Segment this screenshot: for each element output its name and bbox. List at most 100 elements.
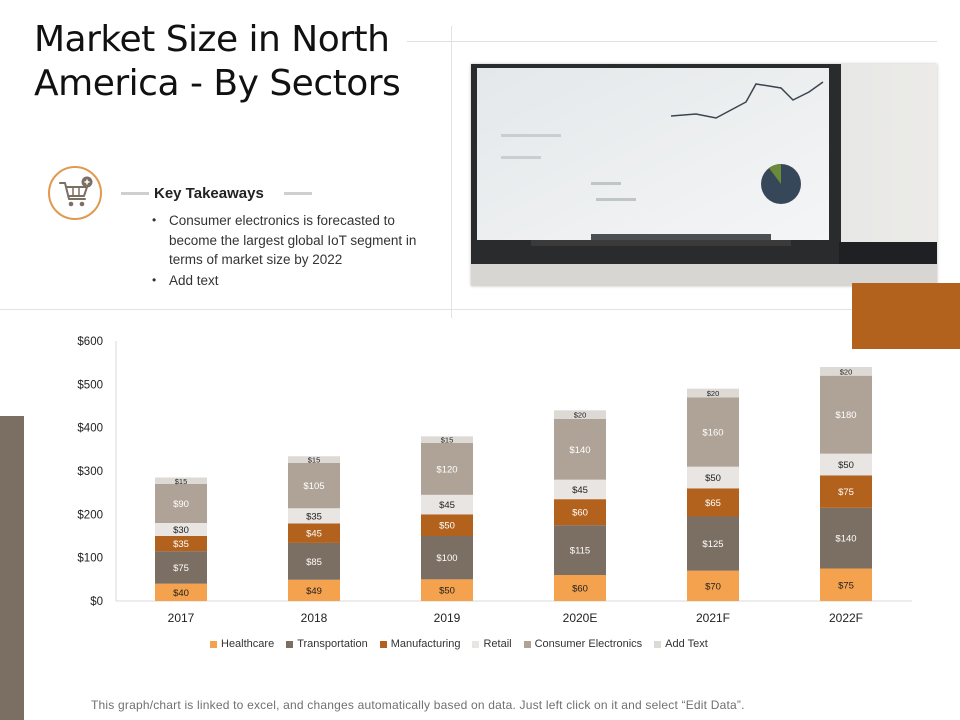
data-label: $15 — [441, 436, 454, 445]
data-label: $105 — [303, 481, 324, 492]
bar-segment — [820, 453, 872, 476]
vertical-divider — [451, 26, 452, 318]
data-label: $15 — [308, 456, 321, 465]
legend-swatch — [472, 640, 480, 648]
stacked-bar-chart: $0 $100 $200 $300 $400 $500 $600 $40 $75 $35 $30 $9… — [77, 336, 912, 625]
x-tick-label: 2019 — [434, 611, 461, 625]
data-label: $15 — [175, 477, 188, 486]
shopping-cart-add-icon — [59, 176, 93, 207]
y-tick-label: $300 — [77, 466, 103, 478]
takeaway-bullet: Consumer electronics is forecasted to be… — [150, 211, 435, 270]
data-label: $49 — [306, 586, 322, 597]
bar-segment — [554, 575, 606, 601]
data-label: $50 — [439, 521, 455, 532]
data-label: $100 — [436, 553, 457, 564]
legend-swatch — [379, 640, 387, 648]
legend-label: Consumer Electronics — [534, 638, 643, 650]
data-label: $20 — [840, 367, 853, 376]
data-label: $75 — [173, 563, 189, 574]
x-tick-label: 2022F — [829, 611, 863, 625]
legend-swatch — [654, 640, 662, 648]
takeaways-list: Consumer electronics is forecasted to be… — [150, 211, 435, 290]
data-label: $20 — [707, 389, 720, 398]
bar-segment — [421, 436, 473, 443]
data-label: $45 — [572, 485, 588, 496]
data-label: $85 — [306, 557, 322, 568]
data-label: $50 — [439, 586, 455, 597]
accent-square — [852, 283, 960, 349]
x-tick-label: 2017 — [168, 611, 195, 625]
bar-segment — [288, 542, 340, 580]
legend-swatch — [286, 640, 294, 648]
legend-label: Transportation — [297, 638, 368, 650]
data-label: $120 — [436, 464, 457, 475]
takeaways-heading: Key Takeaways — [154, 185, 264, 202]
bar-segment — [288, 508, 340, 524]
x-tick-label: 2018 — [301, 611, 328, 625]
data-label: $140 — [569, 445, 590, 456]
data-label: $140 — [835, 534, 856, 545]
y-tick-label: $100 — [77, 553, 103, 565]
legend-item: Transportation — [286, 638, 368, 650]
data-label: $45 — [439, 500, 455, 511]
data-label: $60 — [572, 508, 588, 519]
left-accent-bar — [0, 416, 24, 720]
bar-segment — [554, 525, 606, 575]
legend-label: Healthcare — [221, 638, 275, 650]
bar-segment — [820, 507, 872, 569]
laptop-analytics-photo — [471, 64, 937, 286]
x-tick-label: 2020E — [563, 611, 598, 625]
heading-rule-left — [121, 192, 149, 195]
data-label: $70 — [705, 581, 721, 592]
data-label: $75 — [838, 487, 854, 498]
legend-item: Add Text — [654, 638, 708, 650]
heading-rule-right — [284, 192, 312, 195]
bar-segment — [155, 551, 207, 584]
y-tick-label: $400 — [77, 423, 103, 435]
data-label: $30 — [173, 525, 189, 536]
data-label: $75 — [838, 580, 854, 591]
bar-segment — [421, 514, 473, 536]
data-label: $35 — [173, 539, 189, 550]
data-label: $35 — [306, 511, 322, 522]
legend-item: Healthcare — [210, 638, 274, 650]
bar-segment — [554, 419, 606, 480]
bar-segment — [288, 579, 340, 601]
legend-swatch — [210, 640, 217, 648]
data-label: $180 — [835, 410, 856, 421]
y-tick-label: $200 — [77, 509, 103, 521]
bar-segment — [820, 375, 872, 454]
chart-legend: Healthcare Transportation Manufacturing Ret… — [210, 638, 708, 650]
bar-segment — [155, 536, 207, 552]
bar-segment — [155, 477, 207, 484]
bar-segment — [155, 583, 207, 601]
page-title: Market Size in North America - By Sector… — [34, 19, 401, 104]
data-label: $40 — [173, 588, 189, 599]
bar-segment — [554, 410, 606, 419]
bar-segment — [820, 367, 872, 376]
legend-label: Retail — [483, 638, 512, 650]
bar-segment — [687, 388, 739, 398]
legend-swatch — [523, 640, 531, 648]
data-label: $20 — [574, 411, 587, 420]
y-tick-label: $500 — [77, 379, 103, 391]
bar-segment — [421, 494, 473, 515]
bar-segment — [288, 462, 340, 509]
data-label: $125 — [702, 539, 723, 550]
takeaway-bullet: Add text — [150, 271, 435, 291]
legend-item: Retail — [472, 638, 512, 650]
data-label: $115 — [570, 546, 590, 557]
bar-segment — [421, 579, 473, 601]
bar-segment — [421, 536, 473, 580]
x-tick-label: 2021F — [696, 611, 730, 625]
data-label: $50 — [705, 473, 721, 484]
bar-segment — [820, 475, 872, 508]
bar-segment — [687, 397, 739, 467]
bar-segment — [155, 484, 207, 523]
data-label: $50 — [838, 460, 854, 471]
data-label: $60 — [572, 584, 588, 595]
bar-segment — [288, 456, 340, 463]
data-label: $160 — [702, 428, 723, 439]
data-label: $90 — [173, 499, 189, 510]
bar-segment — [820, 568, 872, 601]
